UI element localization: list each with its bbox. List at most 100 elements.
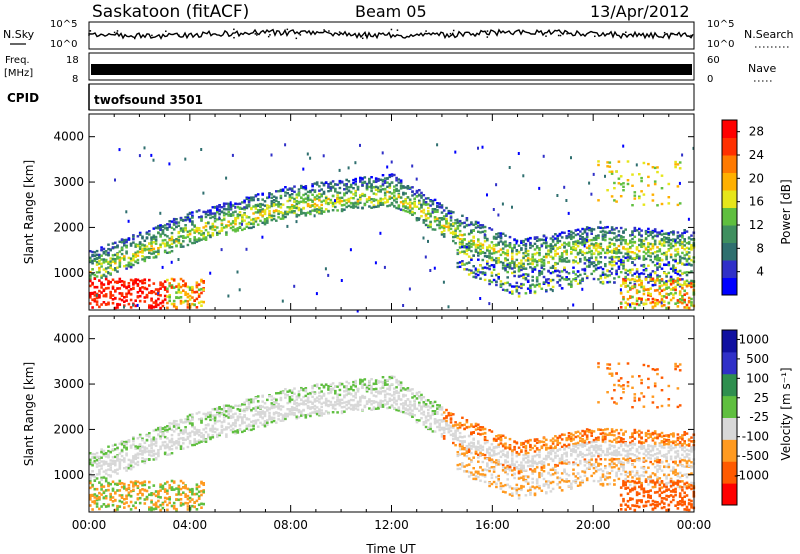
velocity-cell [186,494,190,498]
power-cell [604,226,607,229]
power-cell [656,254,659,257]
power-cell [660,301,663,305]
power-cell [184,282,187,286]
power-cell [567,260,571,263]
power-cell [665,232,668,235]
colorbar-tick-label: 12 [749,218,764,232]
velocity-cell [263,402,267,405]
power-cell [297,192,301,195]
power-cell [676,234,680,238]
velocity-cell [170,444,174,447]
power-cell [324,201,328,204]
power-cell [345,187,348,191]
velocity-cell [300,398,303,401]
velocity-cell [182,502,185,506]
power-cell [658,231,662,234]
power-cell [495,251,498,254]
power-cell [660,304,664,308]
power-cell [640,229,643,232]
power-cell [107,247,110,251]
power-cell [231,225,235,229]
power-cell [458,224,462,227]
power-cell [322,184,326,187]
power-cell [388,197,392,200]
power-cell [640,285,643,289]
power-cell [116,253,119,256]
power-cell [560,256,564,259]
power-cell [281,189,285,192]
power-cell [277,203,280,206]
search-point [233,36,235,39]
power-cell [626,160,630,163]
velocity-cell [138,452,142,456]
power-cell [111,258,115,261]
velocity-cell [275,398,278,401]
velocity-cell [220,431,224,434]
power-cell [263,223,267,226]
power-cell [345,178,348,182]
power-cell [114,260,117,263]
power-cell [470,229,473,232]
power-cell [579,237,582,240]
power-cell [590,261,593,264]
velocity-cell [91,494,94,497]
power-cell [338,186,342,190]
power-cell [109,261,112,265]
power-cell [229,214,233,217]
power-cell [538,239,541,242]
power-cell [338,198,342,201]
power-cell [651,237,655,240]
power-cell [488,244,491,247]
power-cell [667,244,671,247]
velocity-cell [157,492,160,496]
power-cell [359,180,362,183]
power-cell [141,286,144,289]
velocity-cell [234,432,237,435]
power-cell [681,153,684,157]
power-cell [91,259,94,262]
velocity-cell [211,436,215,439]
power-cell [225,233,228,236]
velocity-cell [186,437,190,440]
power-cell [154,226,158,230]
velocity-cell [186,445,190,449]
velocity-cell [148,451,151,454]
power-cell [640,234,643,237]
power-cell [676,305,680,308]
power-cell [290,187,294,190]
power-cell [538,273,541,277]
power-cell [268,193,271,196]
power-cell [572,278,575,281]
power-cell [209,209,212,212]
power-cell [168,246,171,249]
power-cell [547,278,550,281]
power-cell [163,280,167,283]
power-cell [683,293,686,296]
power-cell [585,265,589,268]
power-cell [327,190,330,193]
power-cell [161,225,165,228]
cpid-value: twofsound 3501 [94,93,203,107]
power-cell [306,204,310,208]
velocity-cell [304,414,308,417]
power-cell [404,186,407,189]
power-cell [556,234,559,238]
power-cell [91,298,94,302]
power-cell [653,289,657,292]
power-cell [597,262,600,265]
power-cell [626,277,630,281]
velocity-cell [127,484,131,487]
power-cell [191,241,194,245]
power-cell [687,255,691,258]
power-cell [492,258,496,262]
power-cell [270,216,274,219]
power-cell [184,219,187,222]
velocity-cell [213,430,217,434]
power-cell [619,302,623,305]
power-cell [275,196,278,199]
velocity-cell [116,504,119,508]
power-cell [143,278,147,281]
power-cell [495,236,498,239]
beam-title: Beam 05 [355,2,427,21]
velocity-cell [220,408,224,411]
